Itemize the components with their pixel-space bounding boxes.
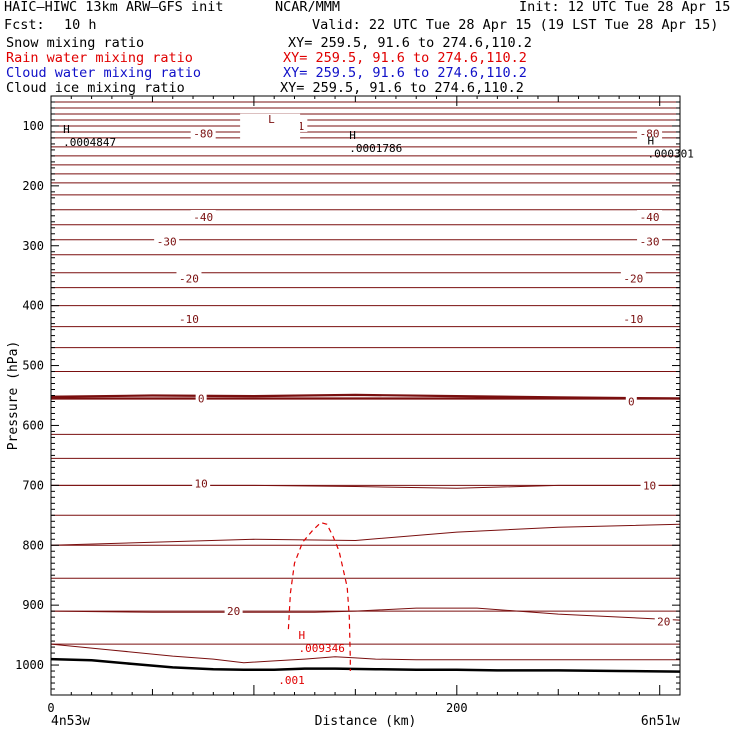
extremum-symbol: H <box>299 629 306 642</box>
fcst-label: Fcst: <box>4 17 45 33</box>
contour-label: 20 <box>227 605 240 618</box>
extremum-symbol: H <box>648 134 655 147</box>
y-tick-label: 100 <box>22 119 44 133</box>
contour-label-bg <box>640 478 659 492</box>
contour-label-bg <box>637 209 663 223</box>
rain-contour-line <box>287 521 351 671</box>
extremum-value: .009346 <box>299 642 345 655</box>
field-rain-name: Rain water mixing ratio <box>6 50 193 66</box>
contour-label: -30 <box>157 236 177 249</box>
x-tick-label: 200 <box>446 701 468 715</box>
x-axis-label: Distance (km) <box>315 714 417 729</box>
extremum-value: .000301 <box>648 147 694 160</box>
contour-label-bg <box>637 126 663 140</box>
contour-label: -80 <box>640 128 660 141</box>
y-tick-label: 700 <box>22 478 44 492</box>
contour-label-bg <box>190 209 216 223</box>
contour-label-bg <box>620 271 646 285</box>
isotherm-profile-line <box>51 484 680 489</box>
contour-label-bg <box>176 311 202 325</box>
contour-label: -40 <box>193 211 213 224</box>
y-tick-label: 900 <box>22 598 44 612</box>
contour-label-bg <box>154 234 180 248</box>
contour-label: -10 <box>623 313 643 326</box>
fcst-value: 10 h <box>64 17 97 33</box>
init-time: Init: 12 UTC Tue 28 Apr 15 <box>519 0 731 15</box>
field-cloudwater-xy: XY= 259.5, 91.6 to 274.6,110.2 <box>283 65 527 81</box>
contour-label: -20 <box>623 273 643 286</box>
field-cloudice-name: Cloud ice mixing ratio <box>6 80 185 96</box>
y-tick-label: 800 <box>22 538 44 552</box>
org-label: NCAR/MMM <box>275 0 341 15</box>
contour-label: -86.21 <box>264 120 304 133</box>
contour-label-bg <box>176 271 202 285</box>
contour-label-bg <box>195 391 207 405</box>
valid-time: Valid: 22 UTC Tue 28 Apr 15 (19 LST Tue … <box>312 17 719 33</box>
field-rain-xy: XY= 259.5, 91.6 to 274.6,110.2 <box>283 50 527 66</box>
field-snow-xy: XY= 259.5, 91.6 to 274.6,110.2 <box>288 35 532 51</box>
isotherm-profile-line <box>50 393 681 400</box>
contour-label-bg <box>637 234 663 248</box>
isotherm-profile-line <box>50 643 680 664</box>
contour-label-bg <box>625 394 637 408</box>
extremum-symbol: H <box>63 123 70 136</box>
contour-label-bg <box>654 614 673 628</box>
chart-title: HAIC–HIWC 13km ARW–GFS init <box>4 0 224 15</box>
field-snow-name: Snow mixing ratio <box>6 35 145 51</box>
terrain-line <box>50 657 681 673</box>
extremum-bg <box>240 113 301 140</box>
y-tick-label: 600 <box>22 418 44 432</box>
y-tick-label: 400 <box>22 299 44 313</box>
field-cloudice-xy: XY= 259.5, 91.6 to 274.6,110.2 <box>280 80 524 96</box>
y-tick-label: 1000 <box>15 658 44 672</box>
contour-label: 10 <box>643 479 656 492</box>
isotherm-profile-line <box>50 523 681 546</box>
extremum-symbol: H <box>349 129 356 142</box>
contour-label-bg <box>192 476 211 490</box>
extremum-value: .001 <box>278 674 305 687</box>
x-end-location: 6n51w <box>641 714 680 729</box>
extremum-value: .0004847 <box>63 136 116 149</box>
contour-label-bg <box>620 311 646 325</box>
contour-label: -20 <box>179 273 199 286</box>
contour-label-bg <box>224 604 243 618</box>
x-tick-label: 0 <box>47 701 54 715</box>
contour-label: -10 <box>179 313 199 326</box>
contour-label: 20 <box>657 615 670 628</box>
contour-label: -80 <box>193 128 213 141</box>
plot-frame <box>50 95 681 696</box>
contour-label: -40 <box>640 211 660 224</box>
contour-label: -30 <box>640 236 660 249</box>
contour-label: 0 <box>198 392 205 405</box>
y-tick-label: 500 <box>22 359 44 373</box>
y-axis-label: Pressure (hPa) <box>6 341 21 451</box>
y-tick-label: 300 <box>22 239 44 253</box>
field-cloudwater-name: Cloud water mixing ratio <box>6 65 202 81</box>
contour-label: 0 <box>628 395 635 408</box>
y-tick-label: 200 <box>22 179 44 193</box>
contour-label-bg <box>261 118 308 132</box>
contour-label: 10 <box>195 478 208 491</box>
extremum-symbol: L <box>268 113 275 126</box>
isotherm-profile-line <box>50 607 681 621</box>
x-start-location: 4n53w <box>51 714 90 729</box>
extremum-value: .0001786 <box>349 142 402 155</box>
contour-label-bg <box>190 126 216 140</box>
